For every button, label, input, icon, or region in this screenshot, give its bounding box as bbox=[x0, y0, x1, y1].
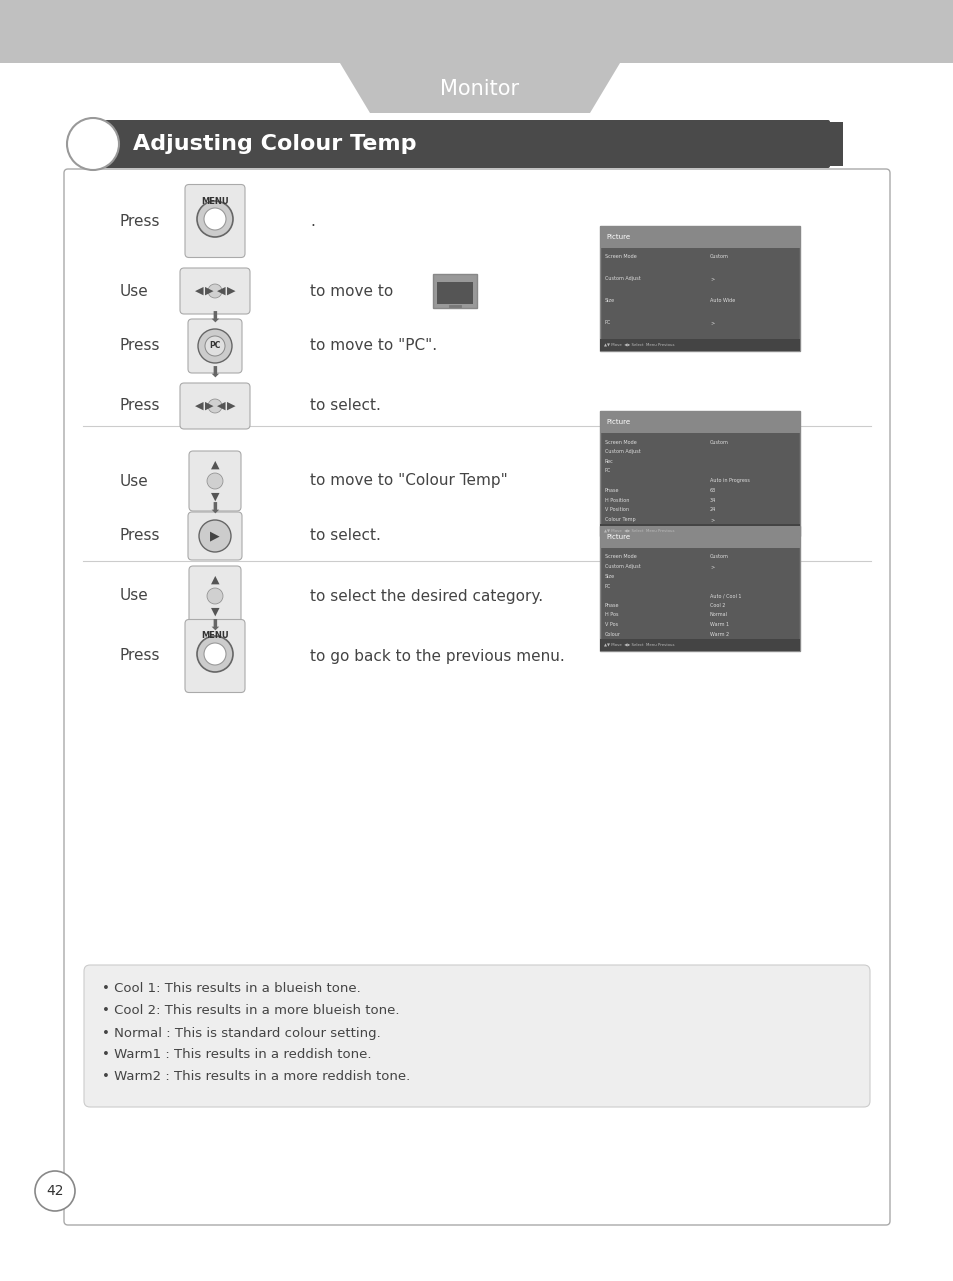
Text: MENU: MENU bbox=[201, 632, 229, 640]
Bar bbox=[599, 339, 800, 351]
Text: ⬇: ⬇ bbox=[209, 310, 221, 325]
Text: Colour Temp: Colour Temp bbox=[604, 516, 635, 521]
Text: Press: Press bbox=[120, 529, 160, 543]
Text: Press: Press bbox=[120, 338, 160, 354]
FancyBboxPatch shape bbox=[189, 451, 241, 511]
Text: Use: Use bbox=[120, 474, 149, 488]
Text: 63: 63 bbox=[709, 488, 716, 493]
Text: >: > bbox=[709, 564, 714, 569]
Text: 34: 34 bbox=[709, 497, 716, 502]
Circle shape bbox=[199, 520, 231, 552]
Text: • Normal : This is standard colour setting.: • Normal : This is standard colour setti… bbox=[102, 1026, 380, 1039]
Text: Press: Press bbox=[120, 214, 160, 228]
Text: Use: Use bbox=[120, 283, 149, 298]
FancyBboxPatch shape bbox=[91, 120, 829, 168]
FancyBboxPatch shape bbox=[188, 512, 242, 560]
Text: ▶: ▶ bbox=[227, 401, 235, 411]
Text: H Pos: H Pos bbox=[604, 612, 618, 617]
Text: PC: PC bbox=[604, 584, 611, 588]
FancyBboxPatch shape bbox=[180, 268, 250, 314]
Circle shape bbox=[196, 635, 233, 673]
Text: ◀: ◀ bbox=[216, 401, 225, 411]
FancyBboxPatch shape bbox=[185, 184, 245, 257]
Circle shape bbox=[196, 201, 233, 237]
Text: Screen Mode: Screen Mode bbox=[604, 439, 636, 445]
Text: PC: PC bbox=[209, 342, 220, 351]
Text: >: > bbox=[709, 277, 714, 282]
Text: Warm 1: Warm 1 bbox=[709, 623, 728, 628]
Text: Screen Mode: Screen Mode bbox=[604, 555, 636, 560]
Text: ◀: ◀ bbox=[194, 401, 203, 411]
Text: Press: Press bbox=[120, 398, 160, 414]
FancyBboxPatch shape bbox=[64, 169, 889, 1225]
FancyBboxPatch shape bbox=[599, 526, 800, 651]
Text: PC: PC bbox=[604, 469, 611, 474]
Circle shape bbox=[204, 208, 226, 231]
Text: Auto Wide: Auto Wide bbox=[709, 298, 735, 304]
Text: ▲: ▲ bbox=[211, 460, 219, 470]
Text: Picture: Picture bbox=[605, 234, 630, 240]
Text: ▶: ▶ bbox=[205, 286, 213, 296]
Text: ▶: ▶ bbox=[205, 401, 213, 411]
Text: Auto in Progress: Auto in Progress bbox=[709, 478, 749, 483]
Text: H Position: H Position bbox=[604, 497, 629, 502]
Text: to move to "Colour Temp": to move to "Colour Temp" bbox=[310, 474, 507, 488]
Bar bbox=[599, 524, 800, 535]
Circle shape bbox=[67, 118, 119, 170]
Text: to select.: to select. bbox=[310, 529, 380, 543]
Text: Size: Size bbox=[604, 298, 615, 304]
Circle shape bbox=[198, 329, 232, 363]
Text: ▶: ▶ bbox=[210, 529, 219, 542]
Text: ▼: ▼ bbox=[211, 607, 219, 617]
Text: Rec: Rec bbox=[604, 459, 613, 464]
Text: ▼: ▼ bbox=[211, 492, 219, 502]
Text: to move to: to move to bbox=[310, 283, 393, 298]
Text: .: . bbox=[310, 214, 314, 228]
Text: • Warm1 : This results in a reddish tone.: • Warm1 : This results in a reddish tone… bbox=[102, 1049, 371, 1062]
Text: MENU: MENU bbox=[201, 196, 229, 205]
Circle shape bbox=[208, 398, 222, 412]
Text: Adjusting Colour Temp: Adjusting Colour Temp bbox=[132, 135, 416, 154]
Bar bbox=[599, 639, 800, 651]
Text: ▲▼ Move  ◀▶ Select  Menu Previous: ▲▼ Move ◀▶ Select Menu Previous bbox=[603, 643, 674, 647]
Text: to go back to the previous menu.: to go back to the previous menu. bbox=[310, 648, 564, 664]
Text: ⬇: ⬇ bbox=[209, 619, 221, 634]
Text: Cool 2: Cool 2 bbox=[709, 603, 724, 607]
Bar bbox=[436, 282, 473, 304]
Text: Auto / Cool 1: Auto / Cool 1 bbox=[709, 593, 740, 598]
Text: Normal: Normal bbox=[709, 612, 727, 617]
Circle shape bbox=[208, 284, 222, 298]
Text: Press: Press bbox=[120, 648, 160, 664]
Text: >: > bbox=[709, 516, 714, 521]
FancyBboxPatch shape bbox=[84, 965, 869, 1107]
FancyBboxPatch shape bbox=[599, 225, 800, 351]
Text: • Cool 2: This results in a more blueish tone.: • Cool 2: This results in a more blueish… bbox=[102, 1004, 399, 1017]
Circle shape bbox=[207, 588, 223, 605]
Text: ⬇: ⬇ bbox=[209, 501, 221, 516]
Text: Size: Size bbox=[604, 574, 615, 579]
Text: Custom Adjust: Custom Adjust bbox=[604, 564, 640, 569]
Text: Use: Use bbox=[120, 588, 149, 603]
Text: ▶: ▶ bbox=[227, 286, 235, 296]
Circle shape bbox=[207, 473, 223, 489]
FancyBboxPatch shape bbox=[180, 383, 250, 429]
Text: Picture: Picture bbox=[605, 534, 630, 541]
Text: Custom Adjust: Custom Adjust bbox=[604, 277, 640, 282]
Text: V Pos: V Pos bbox=[604, 623, 618, 628]
Text: Monitor: Monitor bbox=[440, 79, 519, 99]
Circle shape bbox=[205, 336, 225, 356]
Text: to move to "PC".: to move to "PC". bbox=[310, 338, 436, 354]
Circle shape bbox=[35, 1171, 75, 1211]
Text: ▲: ▲ bbox=[211, 575, 219, 585]
Text: 42: 42 bbox=[46, 1184, 64, 1198]
Circle shape bbox=[204, 643, 226, 665]
Bar bbox=[599, 411, 800, 433]
Text: ▲▼ Move  ◀▶ Select  Menu Previous: ▲▼ Move ◀▶ Select Menu Previous bbox=[603, 343, 674, 347]
Bar bbox=[599, 526, 800, 548]
Text: Custom: Custom bbox=[709, 555, 728, 560]
Text: Custom Adjust: Custom Adjust bbox=[604, 450, 640, 455]
Text: ▲▼ Move  ◀▶ Select  Menu Previous: ▲▼ Move ◀▶ Select Menu Previous bbox=[603, 528, 674, 532]
FancyBboxPatch shape bbox=[185, 620, 245, 693]
Text: >: > bbox=[709, 320, 714, 325]
